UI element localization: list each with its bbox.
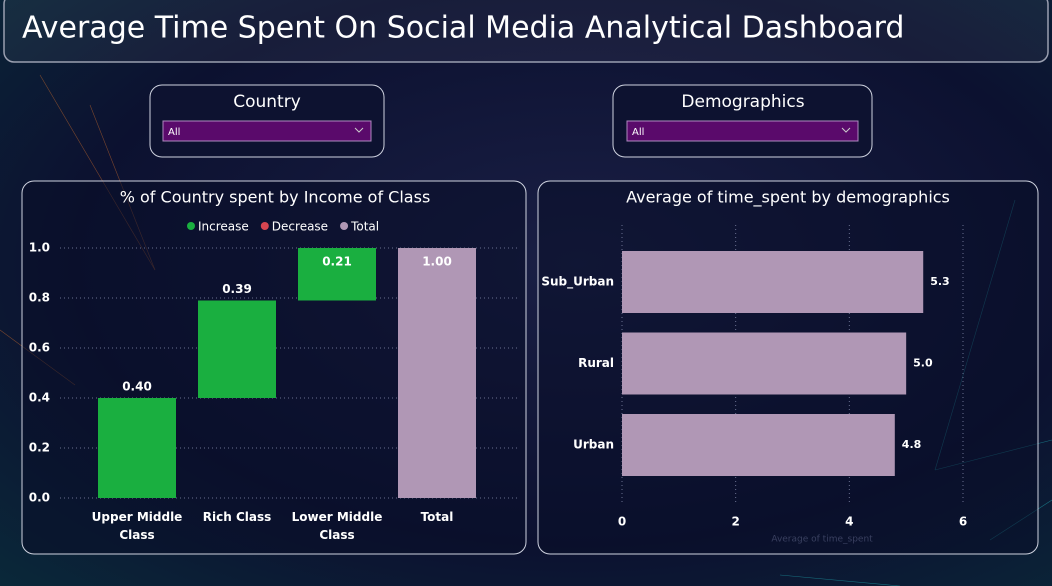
legend-marker: [340, 222, 349, 230]
x-tick-label: 0: [618, 515, 626, 529]
dropdown[interactable]: [626, 120, 859, 142]
bar: [622, 251, 924, 313]
y-tick-label: 0.6: [29, 341, 50, 355]
page-title: Average Time Spent On Social Media Analy…: [22, 11, 904, 46]
dropdown[interactable]: [162, 120, 372, 142]
y-tick-label: 0.0: [29, 491, 50, 505]
legend-marker: [187, 222, 195, 230]
value-label: 0.39: [222, 282, 252, 296]
chevron: [841, 127, 851, 133]
bar: [622, 414, 895, 476]
bar: [198, 300, 276, 398]
y-tick-label: Rural: [578, 356, 614, 370]
slicer-label: Demographics: [681, 92, 804, 112]
x-tick-label: Rich Class: [202, 510, 272, 524]
bar: [98, 398, 176, 498]
y-tick-label: 0.8: [29, 291, 50, 305]
bar: [398, 248, 476, 498]
x-axis-title: Average of time_spent: [771, 535, 873, 545]
x-tick-label: 2: [731, 515, 739, 529]
legend-label: Increase: [198, 220, 249, 234]
chart-title: Average of time_spent by demographics: [626, 188, 950, 208]
value-label: 0.40: [122, 380, 152, 394]
value-label: 5.0: [913, 357, 933, 370]
bar: [298, 248, 376, 301]
value-label: 0.21: [322, 255, 352, 269]
x-tick-label: 6: [959, 515, 967, 529]
x-tick-label: 4: [845, 515, 853, 529]
title-box: [3, 0, 1049, 63]
legend-marker: [260, 222, 269, 230]
y-tick-label: Sub_Urban: [541, 275, 614, 290]
value-label: 4.8: [902, 438, 922, 451]
value-label: 1.00: [422, 255, 452, 269]
x-tick-label: Lower Middle Class: [291, 510, 383, 542]
y-tick-label: 1.0: [29, 241, 50, 255]
y-tick-label: Urban: [573, 438, 614, 452]
x-tick-label: Total: [420, 510, 454, 524]
chart-title: % of Country spent by Income of Class: [120, 188, 431, 207]
dropdown-value[interactable]: All: [168, 127, 180, 138]
legend-label: Total: [350, 220, 379, 234]
value-label: 5.3: [930, 275, 950, 288]
y-tick-label: 0.4: [29, 391, 50, 405]
y-tick-label: 0.2: [29, 441, 50, 455]
x-tick-label: Upper Middle Class: [91, 510, 183, 542]
dropdown-value[interactable]: All: [632, 127, 644, 138]
legend-label: Decrease: [272, 220, 328, 234]
chevron: [354, 127, 364, 133]
bar: [622, 332, 907, 395]
slicer-label: Country: [233, 92, 301, 112]
